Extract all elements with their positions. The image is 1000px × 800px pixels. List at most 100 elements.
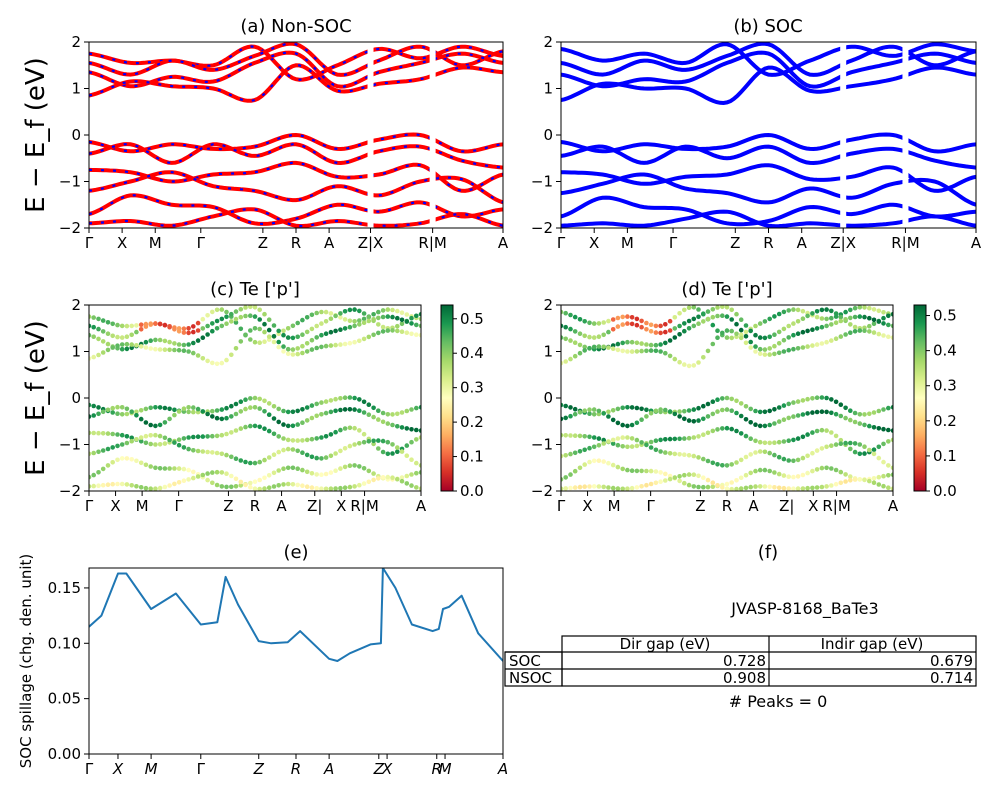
scatter-point [210,433,215,439]
scatter-point [658,407,663,412]
scatter-point [219,323,225,329]
scatter-point [257,326,263,332]
scatter-point [342,326,348,331]
band-line [89,42,503,77]
y-tick-label: 0 [543,389,553,407]
x-tick-label: Γ [557,497,566,515]
scatter-point [352,463,357,468]
scatter-point [110,481,115,487]
scatter-point [667,436,673,442]
scatter-point [582,319,587,324]
scatter-point [238,458,244,463]
scatter-point [724,305,730,310]
scatter-point [89,430,92,436]
scatter-point [710,484,716,490]
x-tick-label: R [722,497,732,515]
scatter-point [610,437,616,443]
scatter-point [409,472,414,477]
scatter-point [738,457,744,463]
scatter-point [129,342,134,347]
scatter-point [328,470,334,475]
scatter-point [357,338,362,344]
scatter-point [748,406,753,412]
scatter-point [572,468,578,474]
scatter-point [829,483,834,488]
scatter-point [615,486,621,491]
scatter-point [243,397,248,403]
scatter-point [568,433,573,438]
scatter-point [395,315,400,321]
scatter-point [857,412,863,417]
scatter-point [148,441,153,447]
scatter-point [91,413,96,418]
scatter-point [366,318,372,324]
scatter-point [115,443,120,449]
scatter-point [772,485,777,490]
scatter-point [829,315,834,321]
scatter-point [281,447,286,453]
scatter-point [91,315,96,320]
scatter-point [309,347,315,352]
scatter-point [890,472,893,477]
scatter-point [248,460,253,466]
scatter-point [838,441,844,447]
scatter-point [871,321,877,327]
scatter-point [852,305,858,311]
scatter-point [561,360,564,366]
scatter-point [134,343,139,348]
scatter-point [743,417,749,422]
scatter-point [376,446,381,451]
scatter-point [644,407,649,413]
scatter-point [691,453,697,459]
scatter-point [347,463,353,469]
scatter-point [233,309,239,314]
scatter-point [172,341,177,346]
scatter-point [224,471,229,477]
scatter-point [361,439,367,445]
scatter-point [848,408,853,414]
scatter-point [276,328,282,334]
scatter-point [333,396,338,402]
scatter-point [271,334,277,339]
scatter-point [409,483,414,488]
scatter-point [195,406,201,412]
scatter-point [96,483,101,489]
scatter-point [328,486,334,491]
colorbar-tick-label: 0.1 [460,448,484,466]
scatter-point [772,343,777,349]
scatter-point [371,414,376,420]
scatter-point [162,466,168,471]
scatter-point [886,473,891,478]
scatter-point [629,339,635,345]
scatter-point [285,465,291,471]
scatter-point [634,443,640,449]
scatter-point [176,437,182,443]
scatter-point [696,314,701,320]
scatter-point [276,344,282,350]
scatter-point [191,329,196,335]
scatter-point [691,484,697,489]
scatter-point [319,412,324,417]
scatter-point [701,416,706,422]
scatter-point [371,477,376,483]
scatter-point [338,485,343,491]
x-tick-label: A [971,234,982,252]
scatter-point [696,434,701,439]
scatter-points [89,305,421,491]
scatter-point [577,331,583,337]
colorbar [913,304,927,492]
scatter-point [620,444,625,449]
scatter-point [172,327,177,332]
x-tick-label: Γ [557,234,566,252]
scatter-point [781,309,787,315]
scatter-point [129,332,134,338]
scatter-point [252,460,258,466]
scatter-point [757,484,763,489]
scatter-point [610,346,616,352]
scatter-point [838,437,844,443]
scatter-point [105,347,111,353]
scatter-point [833,336,839,342]
colorbar-tick-label: 0.4 [933,342,957,360]
scatter-point [105,482,111,488]
scatter-point [224,309,229,315]
